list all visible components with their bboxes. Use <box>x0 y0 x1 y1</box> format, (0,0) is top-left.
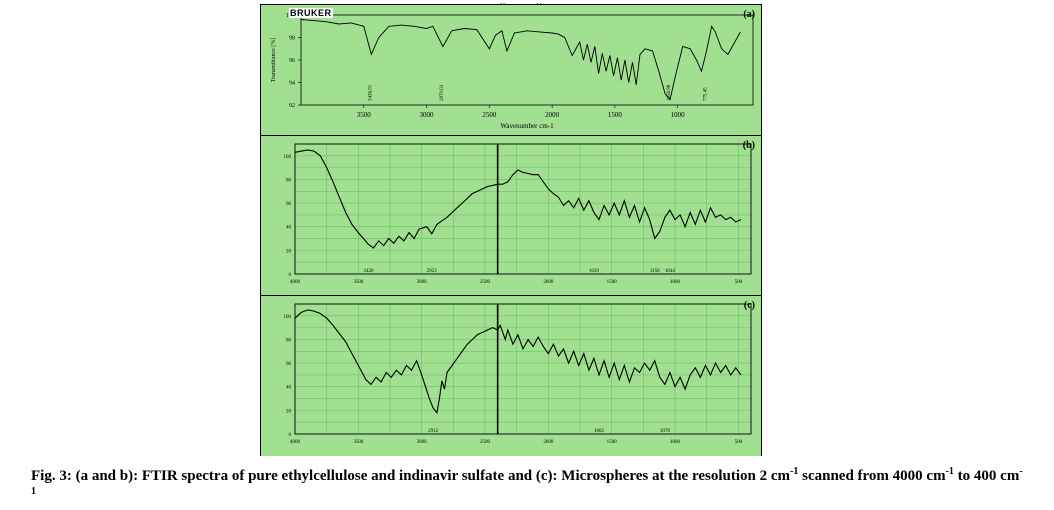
svg-text:2000: 2000 <box>545 111 560 119</box>
svg-text:1500: 1500 <box>608 111 623 119</box>
svg-text:92: 92 <box>289 103 295 109</box>
svg-text:1000: 1000 <box>670 440 681 445</box>
svg-text:2870.03: 2870.03 <box>440 84 445 101</box>
svg-text:500: 500 <box>735 440 743 445</box>
svg-text:1044: 1044 <box>665 269 676 274</box>
panel-a-label: (a) <box>743 9 755 20</box>
caption-prefix: Fig. 3: (a and b): FTIR spectra of pure … <box>31 468 790 484</box>
svg-text:40: 40 <box>286 386 292 391</box>
svg-text:60: 60 <box>286 202 292 207</box>
svg-text:60: 60 <box>286 362 292 367</box>
panel-b-label: (b) <box>743 140 755 151</box>
panel-a-svg: 1000 1500 2000 2500 3000 3500 Wavenumber cm-1 9… <box>261 5 761 135</box>
svg-text:40: 40 <box>286 226 292 231</box>
svg-text:3500: 3500 <box>353 440 364 445</box>
svg-text:3000: 3000 <box>420 111 435 119</box>
svg-text:1500: 1500 <box>607 440 618 445</box>
caption-mid2: to 400 cm <box>954 468 1019 484</box>
svg-text:3420: 3420 <box>363 269 374 274</box>
spectra-panel-stack: BRUKER (a) 1000 1500 2000 2500 3000 3500 Waven… <box>260 4 762 456</box>
svg-text:Wavenumber cm-1: Wavenumber cm-1 <box>500 122 554 130</box>
svg-text:4000: 4000 <box>290 440 301 445</box>
panel-b: (b) 020406080100500100015002000250030003… <box>261 135 761 295</box>
svg-text:98: 98 <box>289 36 295 42</box>
svg-text:100: 100 <box>284 155 292 160</box>
svg-text:2000: 2000 <box>543 440 554 445</box>
svg-text:1158: 1158 <box>650 269 660 274</box>
svg-text:2923: 2923 <box>427 269 438 274</box>
svg-text:80: 80 <box>286 178 292 183</box>
caption-mid: scanned from 4000 cm <box>798 468 945 484</box>
svg-text:2500: 2500 <box>480 280 491 285</box>
svg-text:1639: 1639 <box>589 269 600 274</box>
svg-text:2000: 2000 <box>543 280 554 285</box>
svg-text:94: 94 <box>289 81 295 87</box>
svg-text:2500: 2500 <box>480 440 491 445</box>
svg-text:500: 500 <box>735 280 743 285</box>
svg-text:4000: 4000 <box>290 280 301 285</box>
panel-c-label: (c) <box>744 300 755 311</box>
svg-text:1500: 1500 <box>607 280 618 285</box>
svg-text:20: 20 <box>286 249 292 254</box>
figure-caption: Fig. 3: (a and b): FTIR spectra of pure … <box>31 466 1023 506</box>
caption-sup2: -1 <box>946 466 954 477</box>
svg-text:96: 96 <box>289 58 295 64</box>
svg-text:3500: 3500 <box>353 280 364 285</box>
svg-text:2912: 2912 <box>428 429 439 434</box>
svg-text:3000: 3000 <box>417 280 428 285</box>
svg-text:1056.88: 1056.88 <box>667 84 672 101</box>
svg-text:775.45: 775.45 <box>704 87 709 101</box>
svg-text:3436.91: 3436.91 <box>368 84 373 101</box>
panel-a: BRUKER (a) 1000 1500 2000 2500 3000 3500 Waven… <box>261 5 761 135</box>
svg-text:20: 20 <box>286 409 292 414</box>
svg-text:3000: 3000 <box>417 440 428 445</box>
svg-text:Transmittance [%]: Transmittance [%] <box>271 38 277 83</box>
svg-text:1602: 1602 <box>594 429 605 434</box>
panel-b-svg: 0204060801005001000150020002500300035004… <box>261 136 761 296</box>
svg-text:100: 100 <box>284 315 292 320</box>
svg-text:1000: 1000 <box>671 111 686 119</box>
svg-text:1078: 1078 <box>660 429 671 434</box>
svg-text:1000: 1000 <box>670 280 681 285</box>
svg-text:80: 80 <box>286 338 292 343</box>
figure-wrapper: www.ijpsonline.com BRUKER (a) 1000150020… <box>0 0 1054 510</box>
panel-c-svg: 0204060801005001000150020002500300035004… <box>261 296 761 456</box>
bruker-logo-text: BRUKER <box>289 8 333 18</box>
svg-text:2500: 2500 <box>482 111 497 119</box>
panel-c: (c) 020406080100500100015002000250030003… <box>261 295 761 455</box>
svg-text:3500: 3500 <box>357 111 372 119</box>
